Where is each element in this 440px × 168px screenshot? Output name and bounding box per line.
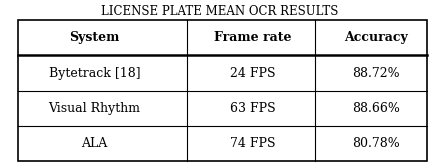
Text: 88.66%: 88.66% [352,102,400,115]
Text: Frame rate: Frame rate [214,31,292,44]
Text: 80.78%: 80.78% [352,137,400,150]
Text: 24 FPS: 24 FPS [230,67,276,80]
Text: 88.72%: 88.72% [352,67,400,80]
Text: Bytetrack [18]: Bytetrack [18] [49,67,140,80]
Text: System: System [70,31,120,44]
Text: LICENSE PLATE MEAN OCR RESULTS: LICENSE PLATE MEAN OCR RESULTS [101,5,339,18]
Text: 74 FPS: 74 FPS [230,137,276,150]
Text: ALA: ALA [81,137,108,150]
Text: 63 FPS: 63 FPS [230,102,276,115]
Text: Accuracy: Accuracy [345,31,408,44]
Text: Visual Rhythm: Visual Rhythm [48,102,141,115]
